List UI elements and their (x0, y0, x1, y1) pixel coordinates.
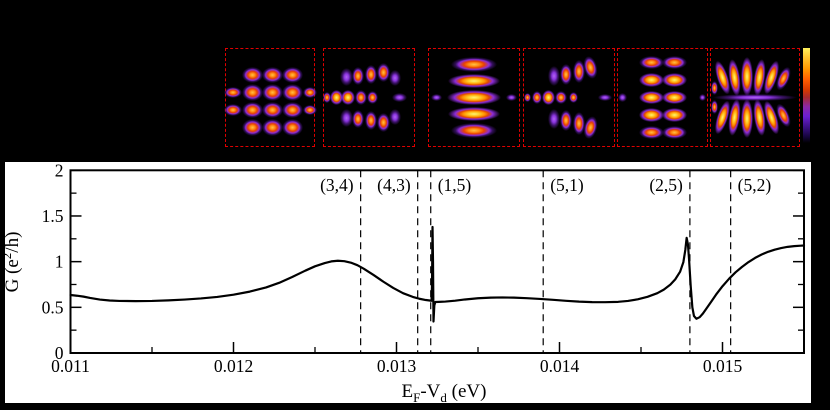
density-blob (282, 66, 304, 84)
density-blob (712, 94, 798, 101)
density-blob (560, 63, 573, 85)
density-blob (661, 73, 687, 87)
density-panel-4 (523, 48, 615, 147)
y-tick-label: 1 (55, 252, 64, 272)
density-blob (661, 125, 687, 140)
density-blob (447, 106, 501, 122)
density-blob (241, 119, 263, 136)
plot-frame (69, 169, 805, 354)
density-blob (597, 93, 613, 102)
colorbar (803, 48, 810, 143)
density-blob (302, 87, 317, 98)
density-blob (282, 119, 304, 136)
resonance-label-(5,1): (5,1) (550, 175, 584, 195)
density-blob (430, 93, 442, 102)
density-blob (241, 66, 263, 84)
resonance-label-(5,2): (5,2) (738, 175, 772, 195)
density-blob (302, 104, 317, 116)
density-blob (447, 90, 501, 105)
density-blob (351, 109, 365, 129)
density-blob (450, 123, 498, 138)
x-tick-label: 0.011 (51, 356, 90, 376)
density-blob (392, 92, 407, 103)
x-tick-label: 0.013 (377, 356, 417, 376)
density-blob (262, 119, 284, 136)
density-blob (450, 57, 498, 72)
density-panel-3 (428, 48, 520, 147)
x-tick-label: 0.015 (703, 356, 743, 376)
density-blob (639, 90, 665, 105)
density-blob (241, 84, 263, 101)
y-axis-title: G (e2/h) (0, 232, 23, 293)
density-blob (661, 55, 687, 70)
density-blob (568, 91, 579, 104)
resonance-label-(1,5): (1,5) (438, 175, 472, 195)
density-blob (524, 92, 532, 103)
density-blob (639, 108, 665, 122)
density-panel-2 (322, 48, 415, 147)
x-axis-title: EF-Vd (eV) (402, 381, 487, 405)
density-blob (282, 84, 304, 101)
density-blob (282, 101, 304, 119)
density-blob (639, 55, 665, 70)
density-blob (710, 81, 719, 95)
density-blob (573, 112, 585, 136)
density-blob (531, 91, 542, 104)
y-tick-label: 0.5 (42, 297, 64, 317)
y-tick-label: 1.5 (42, 206, 64, 226)
y-tick-label: 0 (55, 343, 64, 363)
density-panel-6 (710, 48, 800, 147)
density-blob (661, 90, 687, 105)
density-blob (560, 110, 573, 132)
density-blob (241, 101, 263, 119)
density-panel-5 (617, 48, 708, 147)
density-blob (262, 84, 284, 101)
density-blob (710, 100, 719, 114)
density-blob (377, 113, 390, 133)
density-blob (366, 90, 379, 105)
density-blob (262, 66, 284, 84)
conductance-curve (69, 225, 806, 323)
density-blob (618, 93, 627, 102)
density-blob (389, 108, 401, 126)
plot-background (5, 162, 811, 403)
resonance-label-(3,4): (3,4) (320, 175, 354, 195)
density-blob (547, 66, 560, 86)
y-tick-label: 2 (55, 160, 64, 180)
density-blob (262, 101, 284, 119)
density-blob (341, 89, 356, 106)
density-blob (698, 93, 707, 102)
density-blob (506, 93, 518, 102)
density-blob (661, 108, 687, 122)
density-blob (330, 90, 343, 105)
density-blob (541, 89, 556, 106)
resonance-label-(2,5): (2,5) (649, 175, 683, 195)
density-blob (364, 111, 378, 131)
density-blob (639, 125, 665, 140)
density-blob (354, 90, 368, 105)
density-blob (224, 86, 242, 99)
density-blob (447, 73, 501, 89)
density-blob (741, 56, 753, 96)
density-blob (547, 109, 560, 129)
density-blob (340, 68, 353, 86)
density-blob (389, 69, 401, 87)
density-blob (322, 91, 331, 104)
x-tick-label: 0.014 (540, 356, 580, 376)
density-blob (639, 73, 665, 87)
resonance-label-(4,3): (4,3) (377, 175, 411, 195)
density-blob (741, 99, 753, 139)
density-blob (555, 90, 567, 105)
density-blob (340, 109, 353, 127)
density-blob (573, 59, 585, 83)
density-panel-1 (224, 48, 317, 147)
density-blob (364, 64, 378, 84)
density-blob (351, 66, 365, 86)
density-blob (224, 104, 242, 116)
x-tick-label: 0.012 (214, 356, 253, 376)
density-blob (377, 62, 390, 82)
